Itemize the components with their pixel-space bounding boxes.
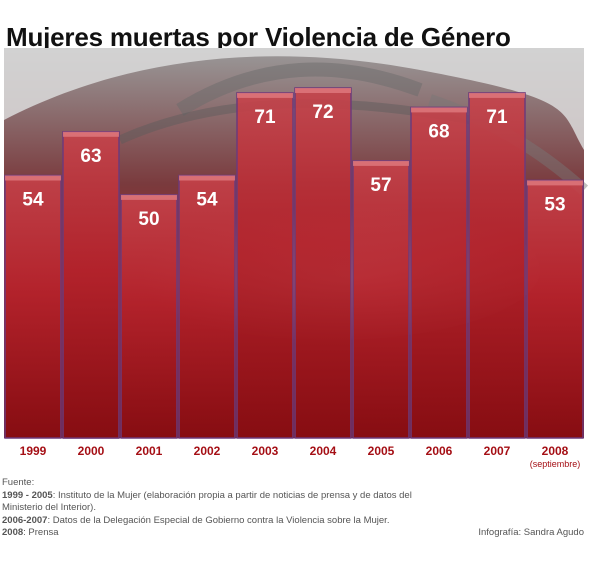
bar-highlight-2008 (527, 180, 583, 186)
bar-2002 (178, 174, 236, 439)
bar-highlight-2001 (121, 194, 177, 200)
bar-1999 (4, 174, 62, 439)
bar-highlight-2000 (63, 131, 119, 137)
data-labels-group: 54 63 50 54 71 72 57 68 71 53 (22, 102, 565, 230)
bar-highlight-1999 (5, 175, 61, 181)
data-label-2001: 50 (138, 209, 159, 230)
bar-2006 (410, 106, 468, 439)
bar-highlight-2003 (237, 92, 293, 98)
bar-2008 (526, 179, 584, 439)
data-label-2002: 54 (196, 190, 218, 211)
x-axis: 1999 2000 2001 2002 2003 2004 2005 2006 2007 2008… (20, 444, 581, 469)
bar-highlight-2005 (353, 160, 409, 166)
source-heading: Fuente: (2, 477, 35, 488)
x-tick-label-2004: 2004 (310, 444, 337, 458)
data-label-2008: 53 (544, 194, 565, 215)
bar-highlight-2006 (411, 107, 467, 113)
source-line-3: 2008: Prensa (2, 527, 59, 538)
bars-group (4, 87, 584, 439)
bar-2003 (236, 92, 294, 439)
bar-chart: 54 63 50 54 71 72 57 68 71 53 1999 2000 2001 2002 200… (4, 48, 589, 469)
x-tick-label-1999: 1999 (20, 444, 47, 458)
bar-2001 (120, 194, 178, 439)
data-label-2004: 72 (312, 102, 333, 123)
x-tick-label-2000: 2000 (78, 444, 105, 458)
x-tick-label-2007: 2007 (484, 444, 511, 458)
x-tick-label-2002: 2002 (194, 444, 221, 458)
bar-highlight-2004 (295, 88, 351, 93)
source-note: Fuente: 1999 - 2005: Instituto de la Muj… (2, 477, 422, 540)
data-label-2006: 68 (428, 121, 449, 142)
source-line-1: 1999 - 2005: Instituto de la Mujer (elab… (2, 489, 412, 514)
data-label-2005: 57 (370, 175, 391, 196)
bar-2000 (62, 131, 120, 439)
x-tick-label-2003: 2003 (252, 444, 279, 458)
bar-2005 (352, 160, 410, 439)
x-tick-label-2005: 2005 (368, 444, 395, 458)
data-label-1999: 54 (22, 190, 44, 211)
x-tick-label-2001: 2001 (136, 444, 163, 458)
bar-2007 (468, 92, 526, 439)
bar-2004 (294, 87, 352, 439)
x-tick-note-2008: (septiembre) (530, 459, 581, 469)
credit-line: Infografía: Sandra Agudo (478, 527, 584, 538)
page-title: Mujeres muertas por Violencia de Género (6, 22, 511, 52)
x-tick-label-2006: 2006 (426, 444, 453, 458)
bar-highlight-2007 (469, 92, 525, 98)
bar-highlight-2002 (179, 175, 235, 181)
data-label-2003: 71 (254, 107, 276, 128)
source-line-2: 2006-2007: Datos de la Delegación Especi… (2, 514, 390, 526)
data-label-2000: 63 (80, 146, 101, 167)
x-tick-label-2008: 2008 (542, 444, 569, 458)
data-label-2007: 71 (486, 107, 508, 128)
